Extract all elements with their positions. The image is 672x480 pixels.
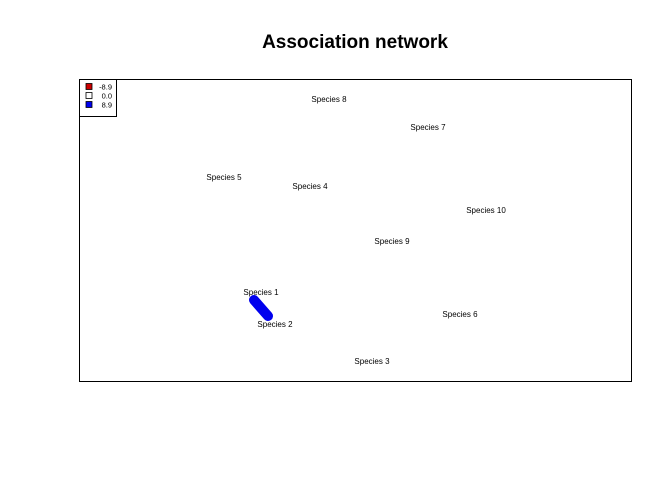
node-label-s4: Species 4: [292, 182, 328, 191]
legend-swatch-2: [85, 101, 93, 108]
node-label-s3: Species 3: [354, 357, 390, 366]
plot-frame: [79, 79, 632, 382]
node-label-s6: Species 6: [442, 310, 478, 319]
legend-label-2: 8.9: [102, 101, 112, 110]
node-label-s9: Species 9: [374, 237, 410, 246]
node-label-s2: Species 2: [257, 320, 293, 329]
node-label-s5: Species 5: [206, 173, 242, 182]
edge-s1-s2: [249, 295, 273, 321]
legend-entries: -8.90.08.9: [85, 83, 112, 110]
node-label-s8: Species 8: [311, 95, 347, 104]
legend-label-0: -8.9: [99, 83, 112, 92]
legend: -8.90.08.9: [79, 79, 117, 117]
edges-layer: [249, 295, 273, 321]
node-label-s7: Species 7: [410, 123, 446, 132]
node-label-s1: Species 1: [243, 288, 279, 297]
node-label-s10: Species 10: [466, 206, 506, 215]
plot-title: Association network: [262, 32, 448, 53]
legend-swatch-1: [85, 92, 93, 99]
nodes-layer: Species 1 Species 2 Species 3 Species 4 Spec…: [206, 95, 506, 366]
legend-swatch-0: [85, 83, 93, 90]
legend-label-1: 0.0: [102, 92, 112, 101]
